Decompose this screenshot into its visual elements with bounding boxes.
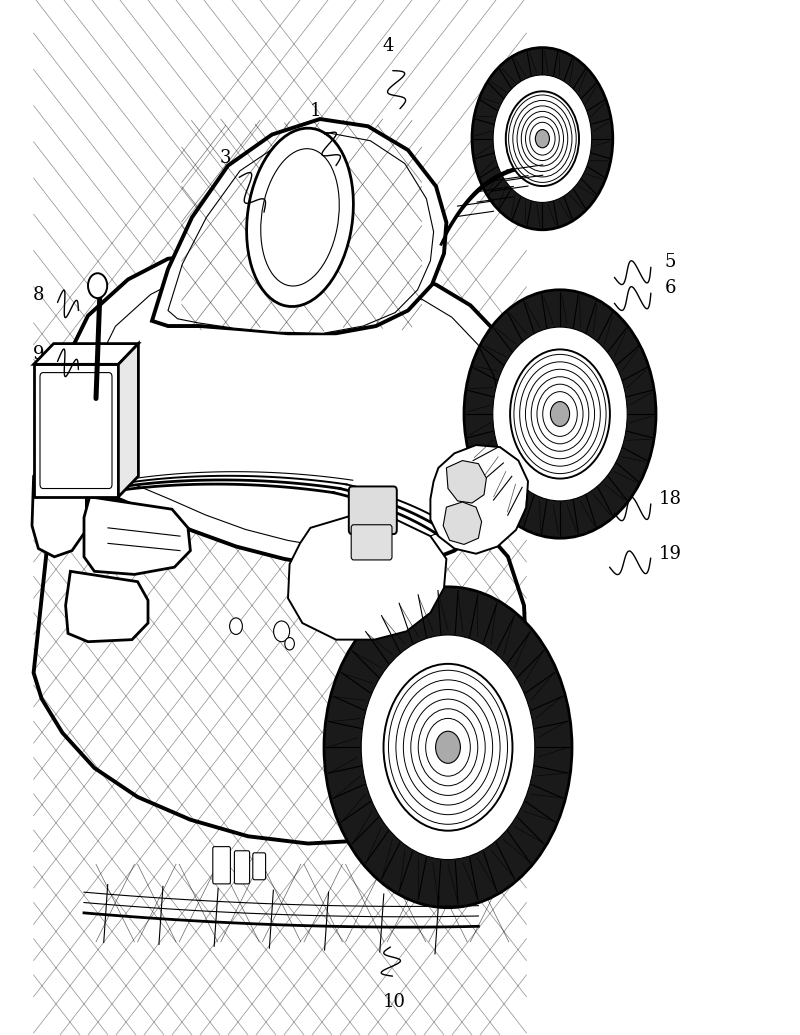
Circle shape — [285, 638, 294, 650]
Text: 8: 8 — [33, 286, 44, 304]
Circle shape — [436, 731, 461, 764]
Text: 18: 18 — [659, 490, 682, 508]
Circle shape — [88, 273, 107, 298]
Polygon shape — [46, 254, 526, 569]
Polygon shape — [84, 497, 190, 574]
Polygon shape — [32, 447, 86, 557]
FancyBboxPatch shape — [253, 853, 266, 880]
Polygon shape — [118, 344, 138, 497]
Text: 9: 9 — [33, 345, 44, 363]
FancyBboxPatch shape — [349, 486, 397, 534]
Circle shape — [550, 402, 570, 426]
Circle shape — [493, 327, 627, 501]
Text: 6: 6 — [665, 278, 676, 297]
Polygon shape — [168, 132, 434, 333]
Text: 5: 5 — [665, 253, 676, 271]
Circle shape — [274, 621, 290, 642]
Circle shape — [506, 91, 579, 186]
FancyBboxPatch shape — [234, 851, 250, 884]
FancyBboxPatch shape — [40, 373, 112, 489]
Circle shape — [464, 290, 656, 538]
Polygon shape — [34, 344, 138, 364]
Text: 4: 4 — [382, 36, 394, 55]
Text: 19: 19 — [659, 544, 682, 563]
Ellipse shape — [246, 128, 354, 306]
Circle shape — [472, 48, 613, 230]
Polygon shape — [34, 435, 526, 844]
Circle shape — [324, 587, 572, 908]
Polygon shape — [443, 502, 482, 544]
Text: 10: 10 — [383, 993, 406, 1011]
Circle shape — [362, 634, 535, 859]
FancyBboxPatch shape — [351, 525, 392, 560]
Circle shape — [383, 663, 513, 831]
Circle shape — [535, 129, 550, 148]
Polygon shape — [430, 445, 528, 554]
Polygon shape — [288, 515, 446, 640]
Circle shape — [230, 618, 242, 634]
Text: 1: 1 — [310, 101, 322, 120]
Circle shape — [510, 350, 610, 478]
FancyBboxPatch shape — [213, 847, 230, 884]
Polygon shape — [34, 364, 118, 497]
Polygon shape — [446, 461, 486, 503]
Polygon shape — [152, 119, 446, 333]
Ellipse shape — [261, 149, 339, 286]
Polygon shape — [66, 571, 148, 642]
Text: 3: 3 — [220, 149, 231, 168]
Circle shape — [493, 75, 592, 203]
